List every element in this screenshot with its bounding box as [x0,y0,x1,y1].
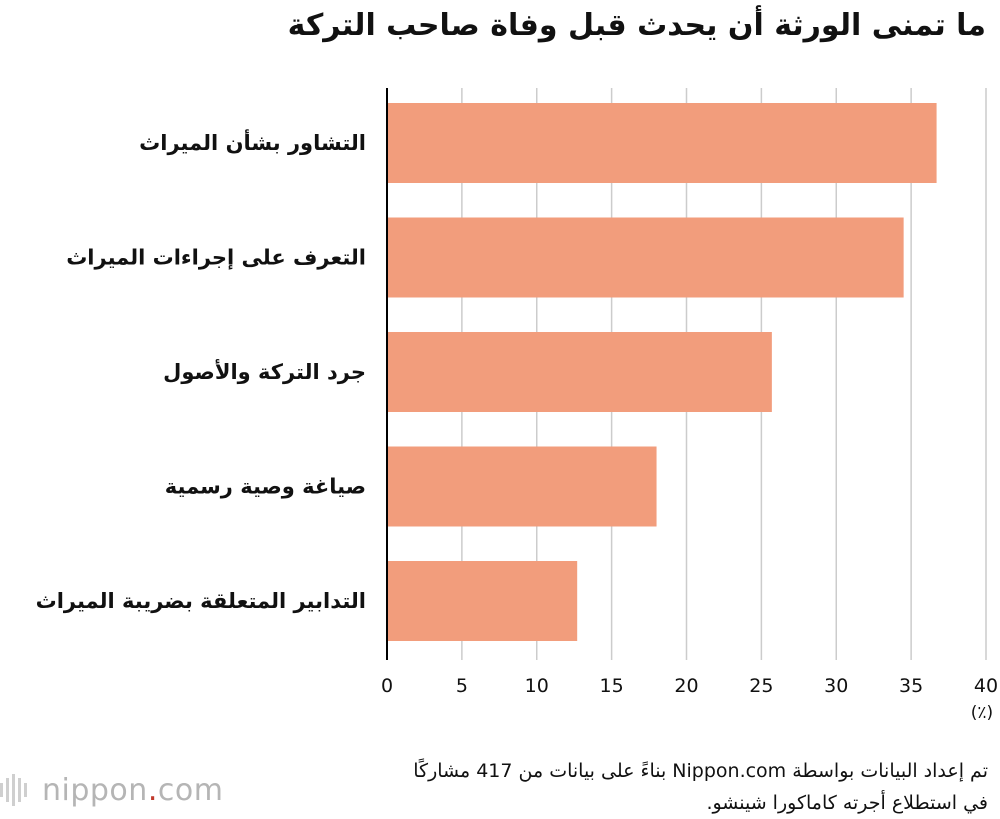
category-label: التشاور بشأن الميراث [139,128,366,155]
category-label: صياغة وصية رسمية [165,475,366,499]
x-tick-labels: 0 5 10 15 20 25 30 35 40 [381,675,998,697]
category-labels: التشاور بشأن الميراث التعرف على إجراءات ا… [36,128,366,613]
bar-chart: 0 5 10 15 20 25 30 35 40 التشاور بشأن الميراثالت… [36,88,998,697]
bar [387,561,578,641]
x-tick-label: 25 [749,675,773,697]
logo-dot: . [147,772,158,808]
bar [387,332,772,412]
x-tick-label: 40 [974,675,998,697]
chart-title: ما تمنى الورثة أن يحدث قبل وفاة صاحب الت… [287,8,986,43]
category-label: جرد التركة والأصول [163,358,366,384]
x-tick-label: 20 [674,675,698,697]
category-label: التدابير المتعلقة بضريبة الميراث [36,589,366,613]
logo-text: nippon [42,772,148,808]
x-tick-label: 10 [525,675,549,697]
source-note: تم إعداد البيانات بواسطة Nippon.com بناء… [248,755,988,819]
bar [387,103,937,183]
x-tick-label: 15 [600,675,624,697]
nippon-logo[interactable]: nippon.com [0,770,223,810]
bar [387,446,657,527]
x-tick-label: 30 [824,675,848,697]
x-tick-label: 0 [381,675,393,697]
category-label: التعرف على إجراءات الميراث [66,246,366,270]
logo-mark-icon [0,774,30,806]
logo-wordmark: nippon.com [42,773,223,808]
x-axis-unit-label: (٪) [970,703,994,723]
source-note-line: في استطلاع أجرته كاماكورا شينشو. [706,792,988,814]
x-tick-label: 35 [899,675,923,697]
source-note-line: تم إعداد البيانات بواسطة Nippon.com بناء… [413,760,988,782]
x-tick-label: 5 [456,675,468,697]
logo-suffix: com [157,772,224,808]
bar [387,217,904,298]
bars [387,103,937,641]
